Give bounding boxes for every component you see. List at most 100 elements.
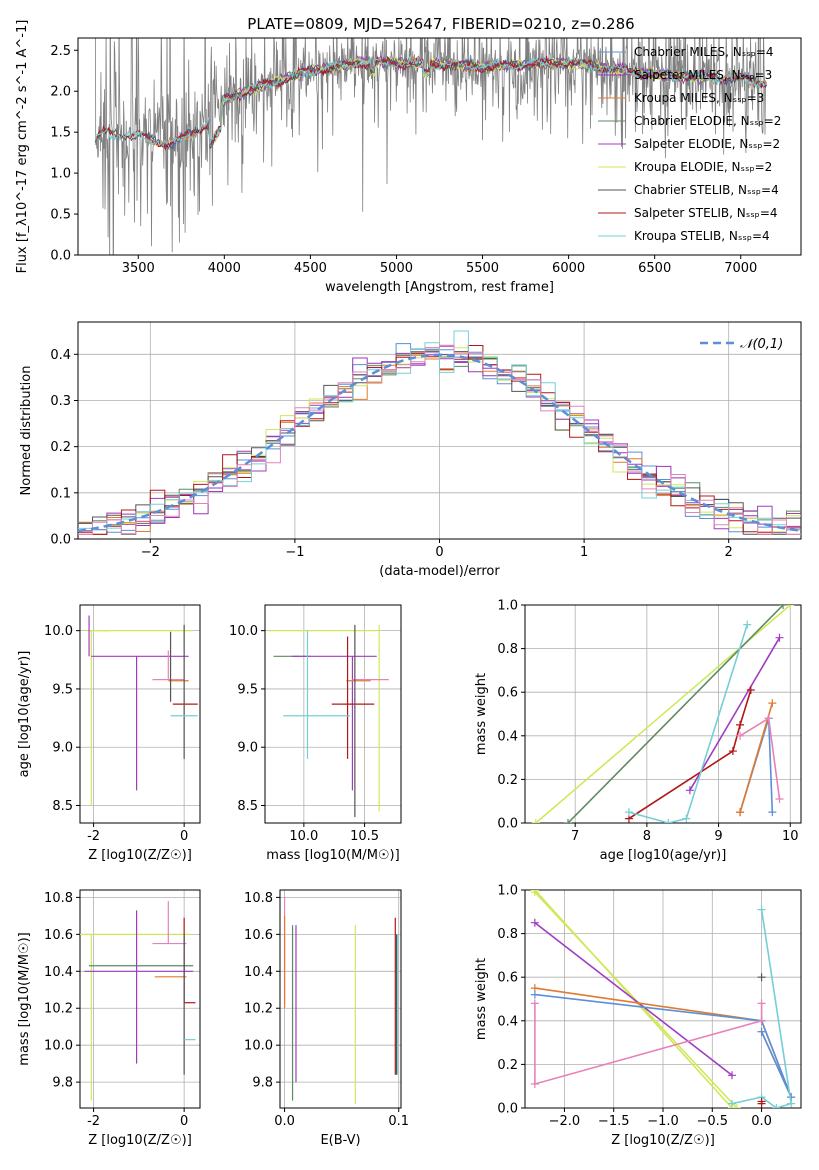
y-tick-label: 10.0 <box>244 1039 273 1054</box>
residuals-panel: −2 −1 0 1 2 0.0 0.1 0.2 0.3 0.4 (data-model)/error… <box>19 321 802 579</box>
y-tick-label: 10.8 <box>44 891 73 906</box>
model-line <box>94 55 767 147</box>
spectrum-panel: 3500 4000 4500 5000 5500 6000 6500 7000 0.0 0.5 1.… <box>15 20 802 295</box>
y-tick-label: 10.0 <box>229 624 258 639</box>
y-tick-label: 0.6 <box>497 971 518 986</box>
legend-label: Chabrier STELIB, Nₛₛₚ=4 <box>634 183 779 197</box>
y-tick-label: 10.6 <box>44 928 73 943</box>
x-tick-label: 1 <box>580 545 588 560</box>
y-tick-label: 0.0 <box>50 249 71 264</box>
series-line <box>567 605 784 823</box>
marker-plus <box>787 1099 796 1108</box>
series-line <box>534 993 792 1098</box>
y-axis-label: mass weight <box>474 673 489 755</box>
legend-label: Kroupa STELIB, Nₛₛₚ=4 <box>634 229 770 243</box>
y-tick-label: 0.5 <box>50 208 71 223</box>
marker-plus <box>746 686 755 695</box>
y-tick-label: 8.5 <box>237 799 258 814</box>
y-tick-label: 2.0 <box>50 85 71 100</box>
y-tick-label: 9.5 <box>237 682 258 697</box>
y-tick-label: 10.8 <box>244 891 273 906</box>
marker-plus <box>757 999 766 1008</box>
y-tick-label: 0.2 <box>50 440 71 455</box>
x-tick-label: 0.1 <box>388 1114 409 1129</box>
marker-plus <box>757 905 766 914</box>
x-tick-label: 5500 <box>466 261 499 276</box>
marker-plus <box>768 699 777 708</box>
x-axis-label: Z [log10(Z/Z☉)] <box>611 1133 715 1148</box>
y-tick-label: 2.5 <box>50 44 71 59</box>
y-tick-label: 9.5 <box>52 682 73 697</box>
series-lines <box>531 605 795 823</box>
weight_vs_Z-panel: −2.0 −1.5 −1.0 −0.5 0.0 0.0 0.2 0.4 0.6 0.8 1.0 Z [… <box>474 884 802 1148</box>
x-tick-label: 10.0 <box>289 829 318 844</box>
figure-title: PLATE=0809, MJD=52647, FIBERID=0210, z=0… <box>247 15 634 33</box>
x-tick-label: −2.0 <box>549 1114 581 1129</box>
x-tick-label: 10.5 <box>350 829 379 844</box>
y-tick-label: 1.0 <box>50 167 71 182</box>
x-axis-label: E(B-V) <box>320 1133 360 1148</box>
legend-label: Chabrier MILES, Nₛₛₚ=4 <box>634 45 774 59</box>
marker-plus <box>664 819 673 823</box>
marker-plus <box>768 808 777 817</box>
series-line <box>628 689 752 820</box>
marker-plus <box>757 1097 766 1106</box>
x-tick-label: 7000 <box>724 261 757 276</box>
x-axis-label: mass [log10(M/M☉)] <box>266 848 399 863</box>
y-tick-label: 10.2 <box>44 1002 73 1017</box>
marker-plus <box>728 747 737 756</box>
marker-plus <box>736 808 745 817</box>
y-tick-label: 0.8 <box>497 927 518 942</box>
legend-label: Salpeter ELODIE, Nₛₛₚ=2 <box>634 137 780 151</box>
marker-plus <box>786 605 795 609</box>
x-tick-label: 10 <box>782 829 799 844</box>
marker-plus <box>728 1099 736 1108</box>
marker-plus <box>564 819 573 823</box>
legend-label: Chabrier ELODIE, Nₛₛₚ=2 <box>634 114 781 128</box>
y-tick-label: 10.2 <box>244 1002 273 1017</box>
x-tick-label: 4500 <box>294 261 327 276</box>
age_vs_mass-panel: 10.0 10.5 8.5 9.0 9.5 10.0 mass [log10(M/M☉)] <box>229 604 402 863</box>
histogram-steps <box>78 330 801 535</box>
y-tick-label: 0.2 <box>497 773 518 788</box>
errorbars <box>267 624 389 818</box>
y-tick-label: 9.8 <box>52 1076 73 1091</box>
series-line <box>534 1003 763 1086</box>
y-tick-label: 0.0 <box>497 817 518 832</box>
legend-label: Kroupa MILES, Nₛₛₚ=3 <box>634 91 764 105</box>
series-line <box>689 637 781 791</box>
x-tick-label: 0.0 <box>751 1114 772 1129</box>
marker-plus <box>775 795 784 804</box>
y-axis-label: mass [log10(M/M☉)] <box>17 932 32 1065</box>
normal-curve <box>78 353 801 533</box>
y-tick-label: 0.6 <box>497 686 518 701</box>
y-tick-label: 0.0 <box>497 1102 518 1117</box>
marker-plus <box>743 620 752 629</box>
y-tick-label: 1.5 <box>50 126 71 141</box>
marker-plus <box>736 731 745 740</box>
marker-plus <box>728 1071 736 1080</box>
x-tick-label: −1.0 <box>647 1114 679 1129</box>
x-tick-label: 0 <box>435 545 443 560</box>
y-tick-label: 1.0 <box>497 884 518 899</box>
series-line <box>534 922 733 1076</box>
y-tick-label: 0.4 <box>497 729 518 744</box>
series-line <box>731 909 792 1108</box>
marker-plus <box>736 720 745 729</box>
x-tick-label: −1 <box>285 545 304 560</box>
y-tick-label: 0.8 <box>497 642 518 657</box>
y-tick-label: 0.2 <box>497 1058 518 1073</box>
marker-plus <box>530 918 539 927</box>
x-tick-label: −0.5 <box>696 1114 728 1129</box>
series-lines <box>530 890 796 1108</box>
marker-plus <box>757 973 766 982</box>
x-axis-label: wavelength [Angstrom, rest frame] <box>325 280 554 295</box>
marker-plus <box>764 714 773 723</box>
axes-frame <box>79 889 201 1109</box>
mass_vs_Z-panel: -2 0 9.8 10.0 10.2 10.4 10.6 10.8 Z [log10(Z/Z☉)… <box>17 889 201 1148</box>
histogram-line <box>78 330 801 535</box>
y-tick-label: 0.0 <box>50 533 71 548</box>
histogram-line <box>78 344 801 535</box>
marker-plus <box>757 1016 766 1025</box>
